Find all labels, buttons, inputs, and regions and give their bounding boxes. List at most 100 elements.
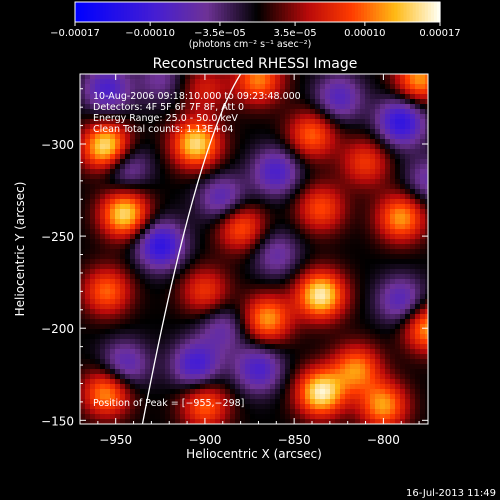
heatmap-cell	[100, 419, 106, 424]
heatmap-cell	[210, 299, 216, 305]
heatmap-cell	[105, 89, 111, 95]
heatmap-cell	[330, 294, 336, 300]
heatmap-cell	[335, 194, 341, 200]
heatmap-cell	[305, 334, 311, 340]
heatmap-cell	[385, 284, 391, 290]
heatmap-cell	[225, 204, 231, 210]
heatmap-cell	[105, 94, 111, 100]
heatmap-cell	[185, 134, 191, 140]
heatmap-cell	[310, 224, 316, 230]
heatmap-cell	[370, 349, 376, 355]
heatmap-cell	[355, 74, 361, 80]
heatmap-cell	[375, 174, 381, 180]
heatmap-cell	[225, 329, 231, 335]
heatmap-cell	[380, 129, 386, 135]
heatmap-cell	[365, 384, 371, 390]
heatmap-cell	[240, 314, 246, 320]
heatmap-cell	[255, 279, 261, 285]
heatmap-cell	[210, 74, 216, 80]
heatmap-cell	[240, 414, 246, 420]
heatmap-cell	[250, 349, 256, 355]
heatmap-cell	[190, 154, 196, 160]
heatmap-cell	[425, 374, 428, 380]
heatmap-cell	[280, 164, 286, 170]
heatmap-cell	[230, 414, 236, 420]
heatmap-cell	[225, 254, 231, 260]
heatmap-cell	[280, 359, 286, 365]
heatmap-cell	[360, 114, 366, 120]
heatmap-cell	[195, 99, 201, 105]
heatmap-cell	[160, 269, 166, 275]
heatmap-cell	[170, 109, 176, 115]
heatmap-cell	[400, 259, 406, 265]
heatmap-cell	[370, 339, 376, 345]
heatmap-cell	[290, 124, 296, 130]
heatmap-cell	[280, 219, 286, 225]
heatmap-cell	[410, 384, 416, 390]
heatmap-cell	[125, 154, 131, 160]
heatmap-cell	[255, 99, 261, 105]
heatmap-cell	[265, 94, 271, 100]
heatmap-cell	[365, 184, 371, 190]
colorbar-cell	[309, 2, 313, 22]
heatmap-cell	[290, 174, 296, 180]
heatmap-cell	[390, 369, 396, 375]
heatmap-cell	[170, 264, 176, 270]
heatmap-cell	[90, 294, 96, 300]
heatmap-cell	[410, 189, 416, 195]
heatmap-cell	[80, 414, 86, 420]
heatmap-cell	[410, 164, 416, 170]
heatmap-cell	[315, 369, 321, 375]
heatmap-cell	[390, 219, 396, 225]
heatmap-cell	[245, 279, 251, 285]
heatmap-cell	[320, 234, 326, 240]
heatmap-cell	[295, 234, 301, 240]
heatmap-cell	[355, 124, 361, 130]
heatmap-cell	[125, 269, 131, 275]
heatmap-cell	[355, 89, 361, 95]
heatmap-cell	[425, 224, 428, 230]
heatmap-cell	[365, 404, 371, 410]
heatmap-cell	[325, 369, 331, 375]
heatmap-cell	[400, 399, 406, 405]
heatmap-cell	[230, 214, 236, 220]
heatmap-cell	[185, 309, 191, 315]
heatmap-cell	[235, 269, 241, 275]
heatmap-cell	[180, 289, 186, 295]
heatmap-cell	[365, 249, 371, 255]
heatmap-cell	[120, 219, 126, 225]
heatmap-cell	[150, 179, 156, 185]
heatmap-cell	[380, 334, 386, 340]
heatmap-cell	[175, 114, 181, 120]
heatmap-cell	[90, 89, 96, 95]
heatmap-cell	[325, 354, 331, 360]
heatmap-cell	[255, 254, 261, 260]
heatmap-cell	[225, 114, 231, 120]
heatmap-cell	[285, 359, 291, 365]
heatmap-cell	[260, 269, 266, 275]
heatmap-cell	[185, 284, 191, 290]
heatmap-cell	[235, 309, 241, 315]
heatmap-cell	[210, 219, 216, 225]
heatmap-cell	[270, 129, 276, 135]
heatmap-cell	[205, 329, 211, 335]
heatmap-cell	[390, 279, 396, 285]
heatmap-cell	[405, 379, 411, 385]
heatmap-cell	[130, 394, 136, 400]
heatmap-cell	[285, 369, 291, 375]
heatmap-cell	[115, 379, 121, 385]
heatmap-cell	[425, 279, 428, 285]
heatmap-cell	[125, 419, 131, 424]
heatmap-cell	[185, 394, 191, 400]
heatmap-cell	[210, 94, 216, 100]
heatmap-cell	[80, 249, 86, 255]
heatmap-cell	[390, 314, 396, 320]
heatmap-cell	[295, 264, 301, 270]
heatmap-cell	[170, 294, 176, 300]
heatmap-cell	[265, 129, 271, 135]
heatmap-cell	[220, 259, 226, 265]
heatmap-cell	[215, 114, 221, 120]
heatmap-cell	[305, 99, 311, 105]
heatmap-cell	[280, 179, 286, 185]
heatmap-cell	[255, 124, 261, 130]
